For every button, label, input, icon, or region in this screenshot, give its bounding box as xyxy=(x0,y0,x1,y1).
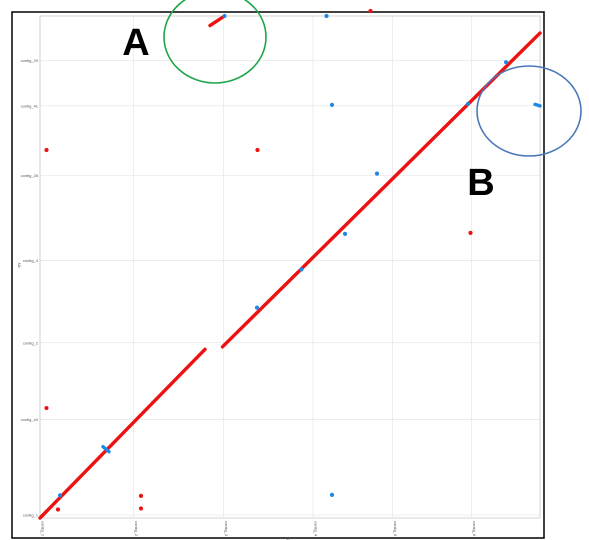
alignment-point xyxy=(254,305,260,310)
point-layer xyxy=(44,8,509,512)
alignment-point xyxy=(368,8,373,14)
alignment-point xyxy=(503,60,509,65)
annotation-circle-b xyxy=(476,65,582,157)
alignment-point xyxy=(138,506,144,511)
x-tick-label: contig_5 xyxy=(393,521,398,537)
alignment-segment xyxy=(533,102,542,108)
alignment-point xyxy=(342,231,348,236)
alignment-point xyxy=(222,13,227,19)
y-tick-label: contig_3 xyxy=(23,258,39,263)
annotation-layer: AB xyxy=(122,0,582,204)
alignment-point xyxy=(138,493,144,499)
alignment-point xyxy=(55,507,61,512)
alignment-point xyxy=(329,102,335,107)
alignment-segment xyxy=(38,347,207,520)
alignment-point xyxy=(329,492,335,498)
x-tick-label: contig_1 xyxy=(41,521,46,537)
annotation-label-b: B xyxy=(467,162,494,204)
y-tick-label: contig_29 xyxy=(21,58,39,63)
alignment-segment xyxy=(101,445,111,454)
alignment-point xyxy=(299,267,304,272)
alignment-point xyxy=(468,230,473,235)
x-tick-label: contig_6 xyxy=(472,521,477,537)
y-tick-label: contig_1 xyxy=(23,512,39,517)
x-tick-label: contig_2 xyxy=(134,521,139,537)
x-tick-label: contig_3 xyxy=(224,521,229,537)
alignment-point xyxy=(374,171,380,176)
alignment-point xyxy=(255,147,260,153)
y-axis-label: qry xyxy=(17,262,21,267)
tick-layer: contig_1 contig_2 contig_3 contig_4 contig_5… xyxy=(21,58,477,537)
alignment-point xyxy=(44,405,49,411)
x-tick-label: contig_4 xyxy=(314,521,319,537)
alignment-point xyxy=(57,493,63,498)
y-tick-label: contig_28 xyxy=(21,173,39,178)
y-tick-label: contig_2 xyxy=(23,340,39,345)
alignment-point xyxy=(465,101,471,106)
alignment-point xyxy=(324,13,329,19)
y-tick-label: contig_44 xyxy=(21,417,39,422)
annotation-label-a: A xyxy=(122,22,149,64)
x-axis-label: ref xyxy=(286,537,290,540)
y-tick-label: contig_41 xyxy=(21,103,39,108)
plot-area xyxy=(39,15,541,519)
annotation-circle-a xyxy=(163,0,267,84)
alignment-point xyxy=(44,147,49,153)
alignment-segment xyxy=(208,14,227,28)
chart-frame xyxy=(11,11,545,539)
